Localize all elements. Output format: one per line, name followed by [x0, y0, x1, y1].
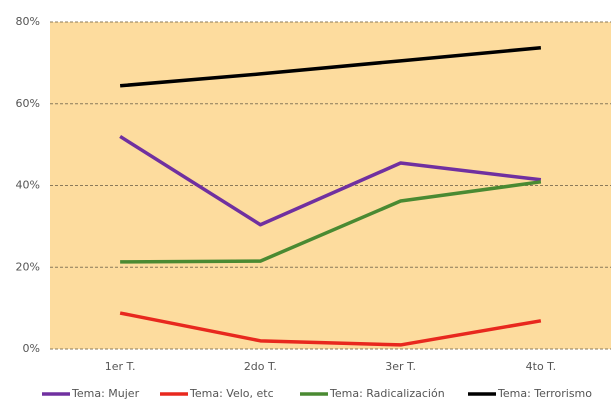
y-tick-label: 40%: [16, 179, 40, 192]
legend-label: Tema: Mujer: [71, 387, 140, 400]
x-tick-label: 2do T.: [244, 360, 277, 373]
y-tick-label: 20%: [16, 260, 40, 273]
legend-label: Tema: Terrorismo: [497, 387, 592, 400]
y-tick-label: 0%: [23, 342, 40, 355]
x-tick-label: 3er T.: [385, 360, 416, 373]
x-tick-label: 1er T.: [105, 360, 136, 373]
series-line: [119, 46, 542, 88]
x-tick-label: 4to T.: [526, 360, 556, 373]
legend-label: Tema: Velo, etc: [189, 387, 274, 400]
series-line: [119, 134, 542, 227]
series-line: [119, 311, 542, 347]
y-tick-label: 60%: [16, 97, 40, 110]
series-line: [120, 180, 542, 264]
y-tick-label: 80%: [16, 15, 40, 28]
legend-label: Tema: Radicalización: [329, 387, 445, 400]
